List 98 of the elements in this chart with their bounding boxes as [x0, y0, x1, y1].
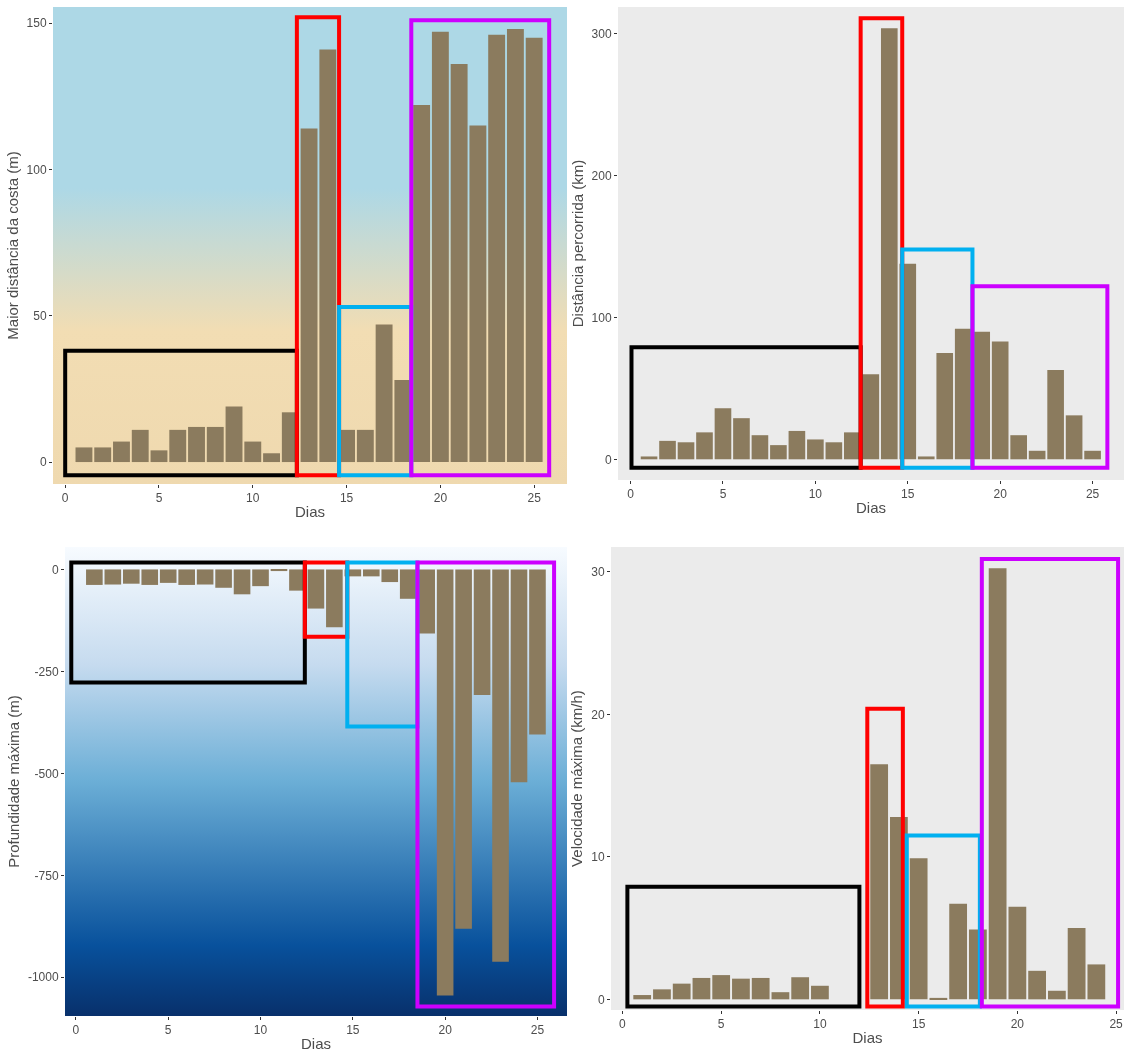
bar: [692, 977, 711, 1000]
bar: [525, 37, 543, 463]
x-tick-label: 25: [1109, 1017, 1124, 1032]
x-tick-label: 5: [717, 1017, 725, 1032]
bar: [225, 406, 243, 463]
bar: [640, 456, 658, 460]
bar: [1065, 415, 1083, 460]
bar: [244, 441, 262, 463]
x-tick-label: 10: [813, 1017, 827, 1032]
x-tick-label: 25: [530, 1023, 545, 1038]
x-tick-label: 15: [346, 1023, 360, 1038]
y-tick-label: 0: [604, 452, 612, 467]
bar: [712, 975, 731, 1000]
bar: [150, 450, 168, 463]
x-tick-label: 10: [246, 491, 260, 506]
y-tick-label: -750: [34, 868, 59, 883]
bar: [825, 442, 843, 460]
y-axis-title: Distância percorrida (km): [568, 159, 586, 328]
x-tick-label: 0: [61, 491, 69, 506]
bar: [431, 31, 449, 463]
y-axis-title: Velocidade máxima (km/h): [568, 690, 586, 867]
bar: [791, 977, 810, 1000]
x-tick-label: 5: [155, 491, 163, 506]
y-tick-label: 30: [591, 565, 605, 580]
x-tick-label: 10: [253, 1023, 268, 1038]
x-tick-label: 10: [808, 487, 823, 502]
bar: [1028, 450, 1046, 460]
x-tick-label: 20: [438, 1023, 453, 1038]
bar: [633, 995, 652, 1000]
bar: [1028, 970, 1046, 1000]
bar: [677, 442, 695, 460]
bar: [788, 430, 806, 460]
y-tick-label: 10: [591, 850, 605, 865]
bar: [751, 977, 770, 1000]
x-axis-title: Dias: [852, 1029, 883, 1047]
x-tick-label: 5: [164, 1023, 172, 1038]
bar: [131, 429, 149, 463]
y-tick-label: 0: [597, 992, 605, 1007]
bar: [973, 331, 991, 460]
bar: [807, 439, 824, 460]
bar: [659, 440, 676, 460]
bar: [751, 435, 769, 460]
bar: [733, 418, 750, 460]
bar: [113, 441, 130, 463]
bar: [949, 903, 968, 1000]
x-tick-label: 0: [627, 487, 635, 502]
bar: [672, 983, 691, 1000]
x-tick-label: 20: [993, 487, 1008, 502]
bar: [263, 453, 280, 463]
bar: [811, 985, 829, 1000]
y-tick-label: 0: [51, 562, 59, 577]
y-tick-label: 300: [591, 27, 612, 42]
y-tick-label: 150: [26, 16, 47, 31]
bar: [696, 432, 713, 460]
bar: [732, 978, 750, 1000]
bar: [75, 447, 93, 463]
bar: [206, 426, 224, 463]
x-tick-label: 15: [901, 487, 915, 502]
y-axis-title: Profundidade máxima (m): [5, 695, 23, 868]
bar: [188, 426, 205, 463]
y-tick-label: 0: [39, 455, 47, 470]
x-tick-label: 15: [339, 491, 354, 506]
y-tick-label: 50: [33, 308, 47, 323]
bar: [862, 374, 880, 460]
x-tick-label: 20: [1010, 1017, 1025, 1032]
x-tick-label: 25: [1085, 487, 1100, 502]
bar: [770, 445, 787, 460]
y-tick-label: -1000: [27, 970, 59, 985]
bar: [771, 992, 790, 1000]
y-axis-title: Maior distância da costa (m): [3, 151, 21, 340]
y-tick-label: -250: [34, 664, 59, 679]
y-tick-label: 100: [26, 162, 47, 177]
x-tick-label: 25: [527, 491, 542, 506]
y-tick-label: 100: [591, 310, 612, 325]
bar: [1084, 450, 1101, 460]
x-axis-title: Dias: [300, 1035, 332, 1053]
x-tick-label: 0: [72, 1023, 80, 1038]
bar: [929, 997, 948, 1000]
bar: [169, 429, 187, 463]
y-tick-label: -500: [34, 766, 59, 781]
bar: [94, 447, 112, 463]
x-tick-label: 20: [433, 491, 448, 506]
x-axis-title: Dias: [855, 499, 887, 517]
bar: [1047, 990, 1066, 1000]
x-axis-title: Dias: [294, 503, 326, 521]
bar: [488, 34, 506, 463]
x-tick-label: 5: [719, 487, 727, 502]
bar: [356, 429, 374, 463]
y-tick-label: 20: [591, 707, 605, 722]
bar: [714, 408, 732, 460]
bar: [413, 105, 431, 463]
x-tick-label: 15: [911, 1017, 926, 1032]
bar: [1047, 369, 1064, 460]
x-tick-label: 0: [619, 1017, 627, 1032]
bar: [506, 28, 524, 463]
bar: [909, 858, 928, 1000]
bar: [653, 989, 671, 1000]
y-tick-label: 200: [591, 168, 612, 183]
